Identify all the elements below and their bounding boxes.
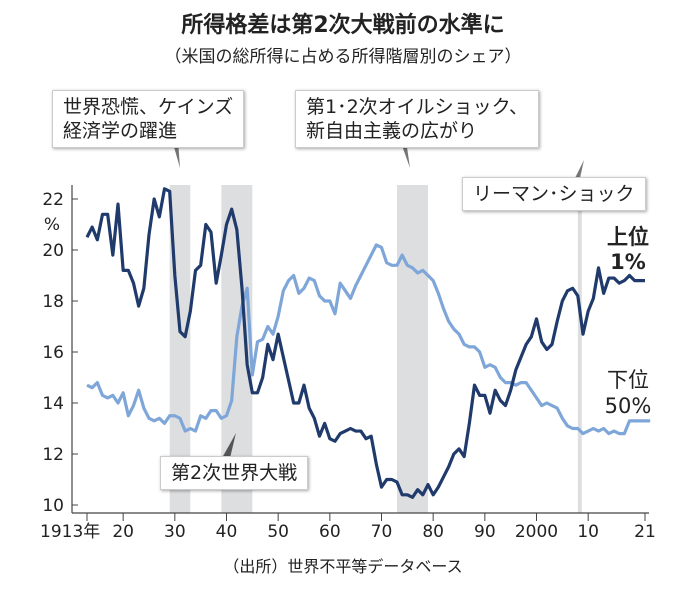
chart-subtitle: （米国の総所得に占める所得階層別のシェア） — [165, 47, 522, 67]
x-tick-label: 20 — [112, 522, 134, 542]
annotation-pointer — [222, 433, 236, 458]
annotation-oil-shock: 第1･2次オイルショック、 新自由主義の広がり — [295, 90, 539, 148]
y-unit-label: % — [44, 215, 60, 235]
series-line-bottom50 — [86, 243, 651, 436]
y-tick-label: 12 — [42, 445, 64, 465]
x-tick-label: 21 — [634, 522, 656, 542]
x-tick-label: 60 — [319, 522, 341, 542]
series-label-top1-line1: 上位 — [607, 225, 649, 249]
series-label-bottom50-line1: 下位 — [607, 368, 649, 392]
x-tick-label: 10 — [577, 522, 599, 542]
y-tick-label: 22 — [42, 190, 64, 210]
x-tick-label: 40 — [216, 522, 238, 542]
annotation-great-depression: 世界恐慌、ケインズ 経済学の躍進 — [52, 90, 245, 148]
source-note: （出所）世界不平等データベース — [223, 557, 462, 576]
y-tick-label: 14 — [42, 394, 64, 414]
y-tick-label: 20 — [42, 241, 64, 261]
y-tick-label: 10 — [42, 496, 64, 516]
x-tick-label: 1913年 — [40, 522, 100, 542]
x-tick-label: 70 — [371, 522, 393, 542]
x-tick-label: 90 — [474, 522, 496, 542]
x-tick-label: 30 — [164, 522, 186, 542]
annotation-pointer — [575, 160, 584, 178]
series-label-bottom50-line2: 50% — [605, 394, 652, 418]
y-tick-label: 16 — [42, 343, 64, 363]
x-tick-label: 80 — [422, 522, 444, 542]
shaded-period — [577, 185, 582, 513]
series-label-top1-line2: 1% — [610, 250, 646, 274]
x-tick-label: 50 — [267, 522, 289, 542]
annotation-lehman-shock: リーマン･ショック — [462, 177, 646, 211]
x-tick-label: 2000 — [515, 522, 558, 542]
y-tick-label: 18 — [42, 292, 64, 312]
chart-title: 所得格差は第2次大戦前の水準に — [181, 12, 504, 38]
annotation-ww2: 第2次世界大戦 — [160, 456, 309, 490]
shaded-period — [397, 185, 428, 513]
